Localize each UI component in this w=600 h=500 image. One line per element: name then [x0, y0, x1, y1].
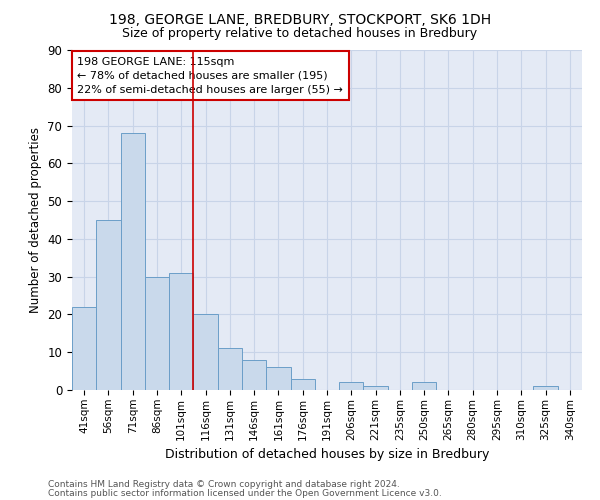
Bar [364, 386, 388, 390]
Bar [339, 382, 364, 390]
Y-axis label: Number of detached properties: Number of detached properties [29, 127, 42, 313]
Text: Contains HM Land Registry data © Crown copyright and database right 2024.: Contains HM Land Registry data © Crown c… [48, 480, 400, 489]
Bar [412, 382, 436, 390]
Text: Contains public sector information licensed under the Open Government Licence v3: Contains public sector information licen… [48, 490, 442, 498]
Text: 198, GEORGE LANE, BREDBURY, STOCKPORT, SK6 1DH: 198, GEORGE LANE, BREDBURY, STOCKPORT, S… [109, 12, 491, 26]
Bar [145, 276, 169, 390]
Bar [533, 386, 558, 390]
Bar [266, 368, 290, 390]
X-axis label: Distribution of detached houses by size in Bredbury: Distribution of detached houses by size … [165, 448, 489, 461]
Bar [96, 220, 121, 390]
Bar [218, 348, 242, 390]
Bar [193, 314, 218, 390]
Text: Size of property relative to detached houses in Bredbury: Size of property relative to detached ho… [122, 28, 478, 40]
Bar [169, 273, 193, 390]
Bar [72, 307, 96, 390]
Bar [121, 133, 145, 390]
Bar [290, 378, 315, 390]
Text: 198 GEORGE LANE: 115sqm
← 78% of detached houses are smaller (195)
22% of semi-d: 198 GEORGE LANE: 115sqm ← 78% of detache… [77, 57, 343, 95]
Bar [242, 360, 266, 390]
